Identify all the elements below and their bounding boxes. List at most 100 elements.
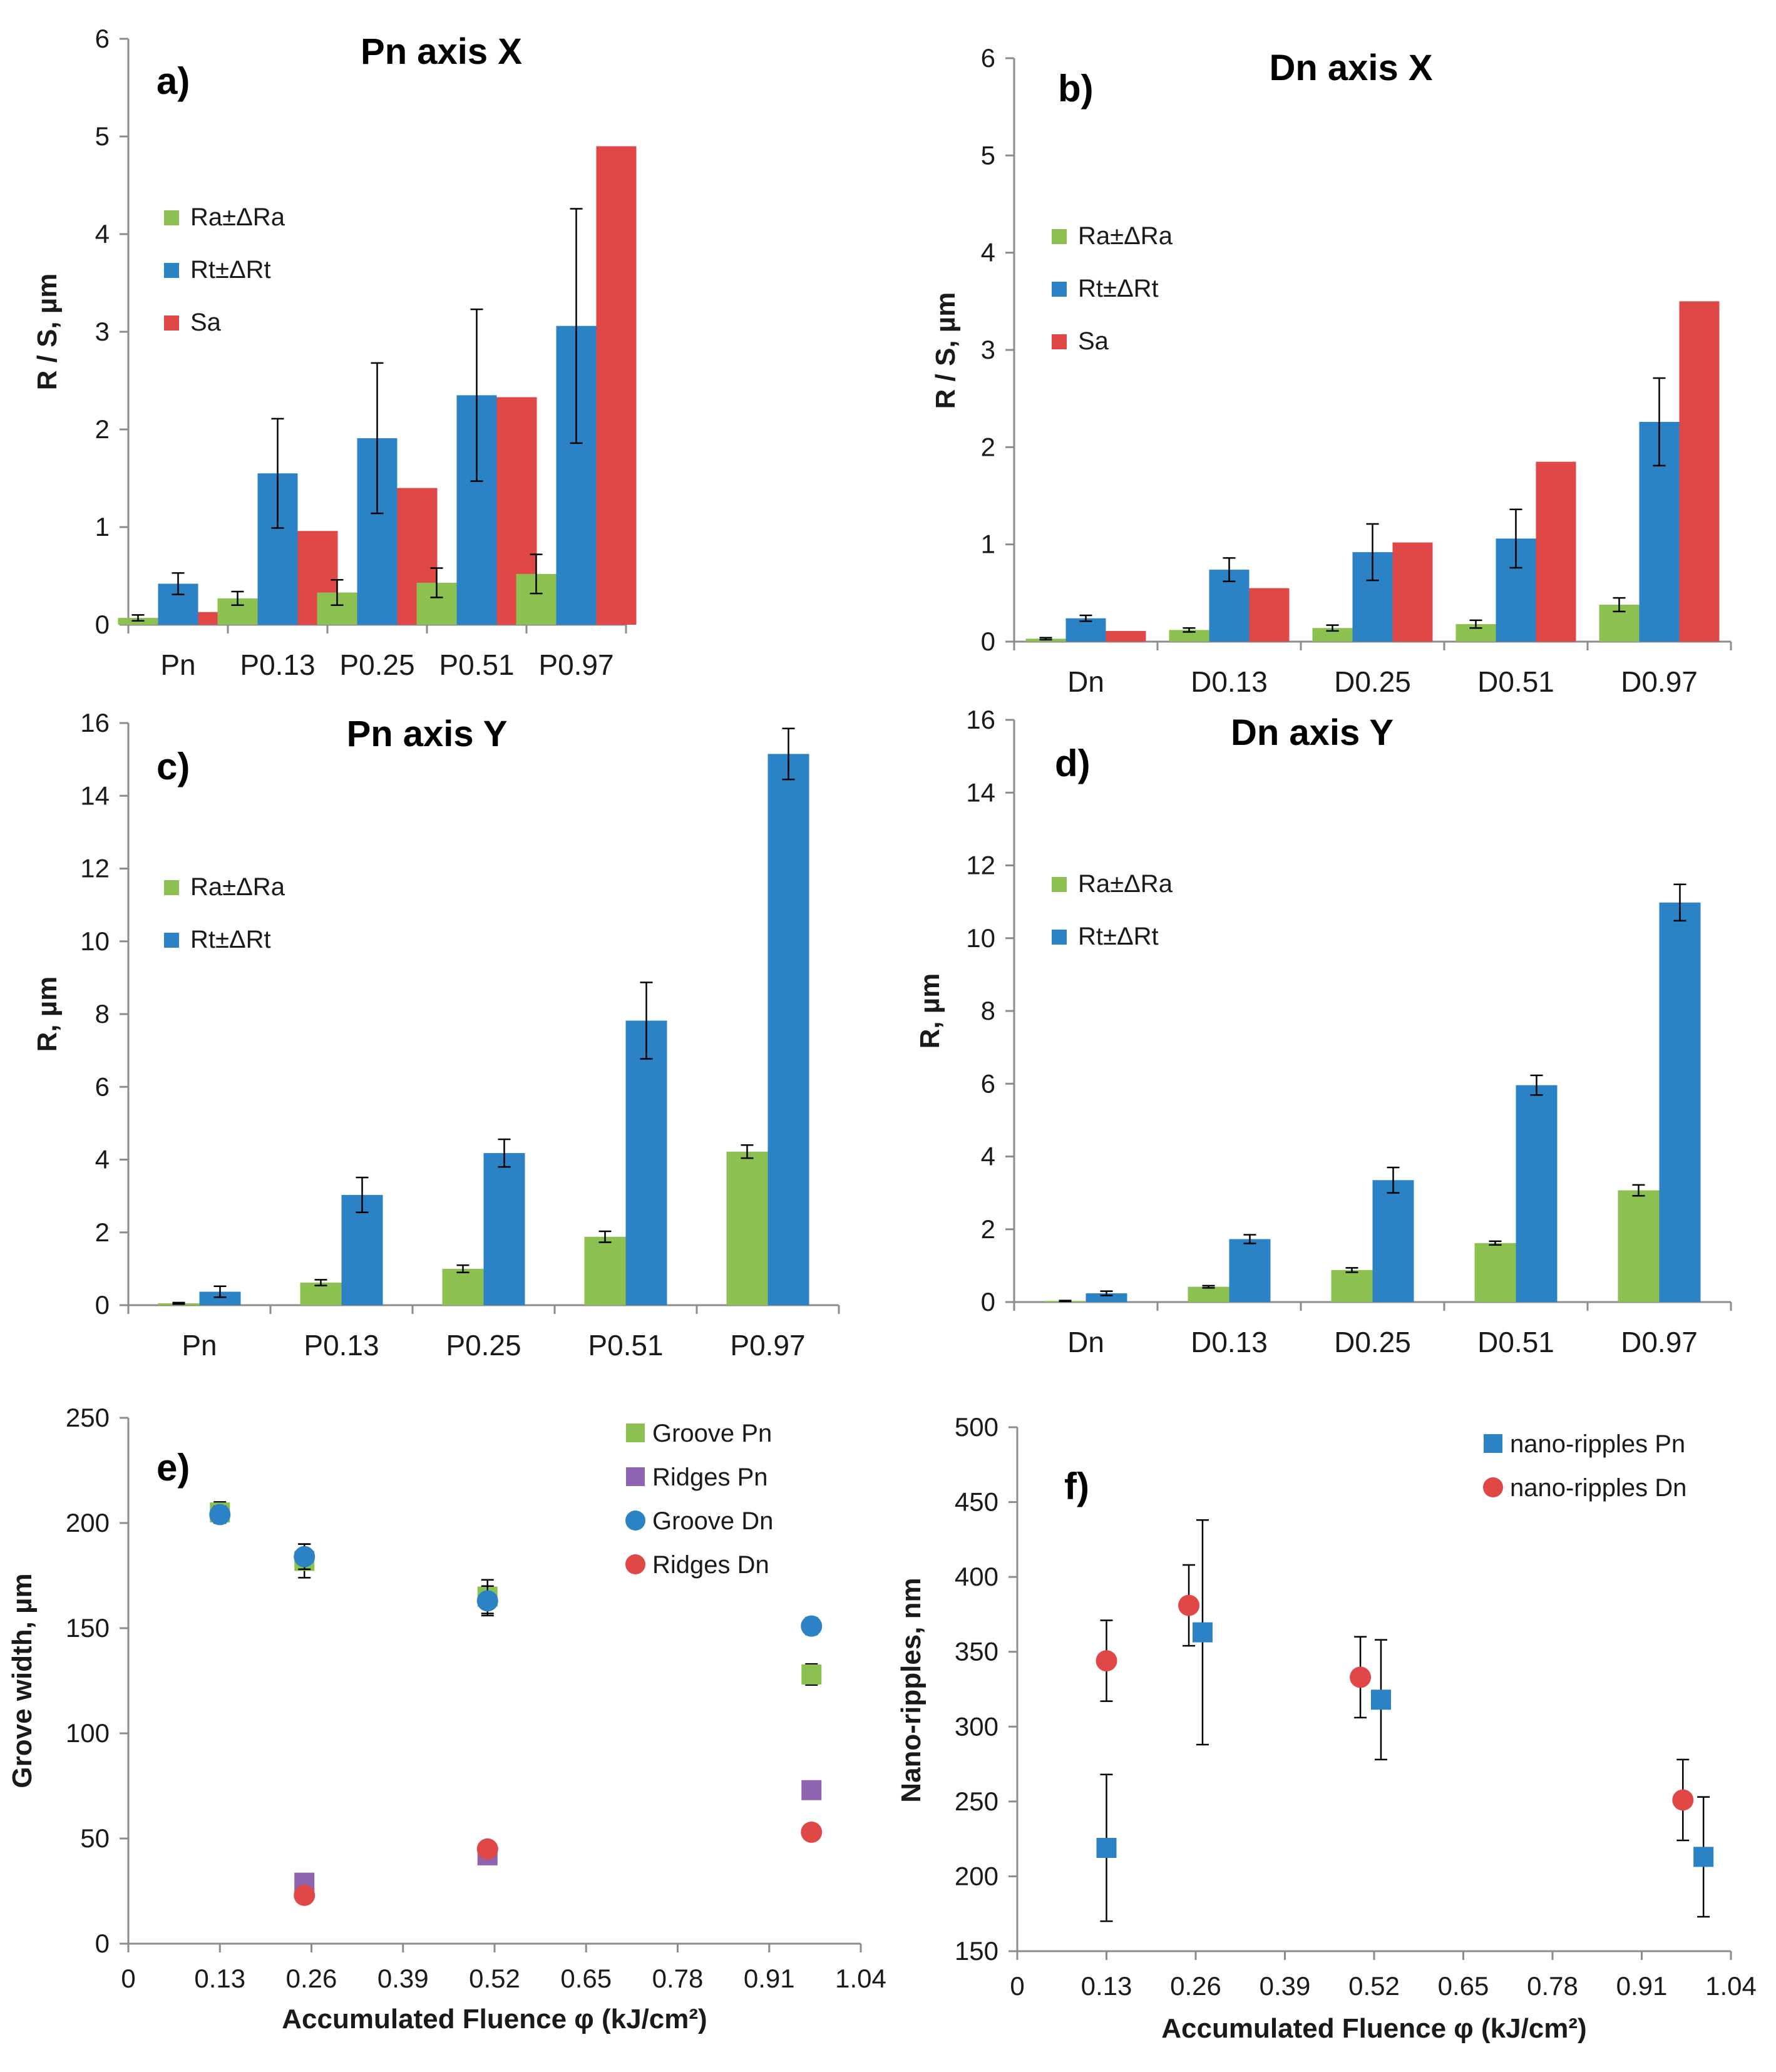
x-category-label: Dn <box>1067 665 1104 698</box>
legend-entry: Ridges Dn <box>652 1551 769 1579</box>
y-tick-label: 10 <box>80 926 110 956</box>
x-tick-label: 0.65 <box>1438 1971 1489 2001</box>
panel-label: d) <box>1055 742 1091 784</box>
y-tick-label: 4 <box>95 1145 110 1174</box>
x-category-label: Pn <box>182 1329 217 1362</box>
y-tick-label: 3 <box>95 317 110 346</box>
y-tick-label: 3 <box>981 335 995 364</box>
y-tick-label: 4 <box>95 219 110 249</box>
legend-swatch <box>164 210 179 225</box>
point-nanoripplesdn <box>1672 1789 1694 1811</box>
legend-swatch <box>1052 930 1067 945</box>
legend-swatch <box>164 315 179 331</box>
y-tick-label: 2 <box>981 1214 995 1244</box>
x-category-label: P0.25 <box>446 1329 521 1362</box>
y-tick-label: 5 <box>95 121 110 151</box>
y-tick-label: 450 <box>955 1487 998 1517</box>
y-tick-label: 300 <box>955 1711 998 1741</box>
x-category-label: P0.97 <box>538 649 613 681</box>
x-tick-label: 0.13 <box>194 1964 245 1993</box>
legend-swatch <box>1052 229 1067 244</box>
y-tick-label: 0 <box>981 1287 995 1316</box>
bar-sa <box>1249 588 1290 642</box>
bar-sa <box>596 146 637 625</box>
legend-swatch <box>1484 1434 1502 1453</box>
y-tick-label: 0 <box>95 610 110 639</box>
y-tick-label: 14 <box>966 777 995 807</box>
bar-sa <box>1106 630 1146 642</box>
y-tick-label: 200 <box>66 1508 110 1537</box>
bar-rtrt <box>483 1153 525 1305</box>
legend-swatch <box>626 1423 645 1442</box>
y-tick-label: 14 <box>80 781 110 810</box>
y-tick-label: 8 <box>95 999 110 1028</box>
point-groovedn <box>801 1615 823 1637</box>
y-tick-label: 400 <box>955 1562 998 1591</box>
chart-title: Dn axis X <box>1269 48 1432 88</box>
x-category-label: D0.97 <box>1621 665 1698 698</box>
chart-title: Dn axis Y <box>1231 712 1394 753</box>
x-category-label: P0.97 <box>730 1329 805 1362</box>
x-axis-label: Accumulated Fluence φ (kJ/cm²) <box>1161 2013 1586 2044</box>
y-tick-label: 0 <box>95 1929 110 1958</box>
bar-rtrt <box>1372 1180 1414 1302</box>
legend-swatch <box>626 1467 645 1486</box>
point-ridgesdn <box>476 1838 498 1860</box>
bar-rara <box>1618 1190 1660 1302</box>
x-category-label: D0.13 <box>1191 1326 1268 1358</box>
point-nanoripplespn <box>1096 1837 1117 1858</box>
x-tick-label: 1.04 <box>835 1964 886 1993</box>
point-groovepn <box>801 1664 822 1685</box>
y-tick-label: 200 <box>955 1861 998 1890</box>
legend-entry: Rt±ΔRt <box>190 256 271 284</box>
y-tick-label: 12 <box>966 851 995 880</box>
x-category-label: D0.25 <box>1334 665 1411 698</box>
y-tick-label: 12 <box>80 854 110 883</box>
x-axis-label: Accumulated Fluence φ (kJ/cm²) <box>282 2004 707 2034</box>
chart-panel-4: 0 2 4 6 8 10 12 14 16 R, µm d) Dn axis Y Dn D0.13 D0.2… <box>915 705 1732 1358</box>
bar-rara <box>726 1151 768 1305</box>
x-tick-label: 0.26 <box>286 1964 337 1993</box>
y-axis-label: R / S, µm <box>32 274 63 391</box>
bar-sa <box>1536 461 1576 642</box>
bar-rtrt <box>1229 1239 1271 1302</box>
point-nanoripplespn <box>1192 1622 1213 1643</box>
y-tick-label: 50 <box>80 1823 110 1853</box>
chart-panel-6: 150 200 250 300 350 400 450 500 Nano-ripples, nm… <box>896 1412 1757 2044</box>
y-tick-label: 16 <box>80 708 110 737</box>
bar-sa <box>1679 301 1720 642</box>
y-tick-label: 6 <box>95 24 110 53</box>
point-groovedn <box>209 1504 231 1526</box>
y-tick-label: 0 <box>95 1290 110 1320</box>
legend-entry: Ra±ΔRa <box>1078 222 1173 250</box>
y-axis-label: R, µm <box>915 973 945 1049</box>
legend-entry: Ra±ΔRa <box>190 203 285 231</box>
y-tick-label: 2 <box>981 432 995 461</box>
x-category-label: Pn <box>160 649 195 681</box>
y-tick-label: 250 <box>66 1403 110 1432</box>
x-category-label: P0.25 <box>339 649 414 681</box>
legend-entry: Groove Dn <box>652 1507 773 1535</box>
legend-entry: Rt±ΔRt <box>1078 275 1159 302</box>
y-tick-label: 5 <box>981 140 995 170</box>
legend-swatch <box>625 1510 645 1531</box>
x-tick-label: 0.91 <box>1616 1971 1668 2001</box>
y-axis-label: Nano-ripples, nm <box>896 1577 926 1802</box>
bar-rara <box>1474 1243 1516 1302</box>
legend-entry: Rt±ΔRt <box>190 926 271 953</box>
bar-rtrt <box>199 1291 241 1305</box>
y-tick-label: 0 <box>981 627 995 656</box>
legend-swatch <box>164 263 179 278</box>
legend-entry: Sa <box>1078 327 1109 355</box>
legend-swatch <box>1052 334 1067 349</box>
y-tick-label: 2 <box>95 1218 110 1247</box>
y-axis-label: R, µm <box>32 977 63 1052</box>
y-tick-label: 8 <box>981 996 995 1025</box>
x-tick-label: 0.78 <box>1527 1971 1578 2001</box>
x-tick-label: 0.39 <box>377 1964 429 1993</box>
point-ridgesdn <box>801 1821 823 1843</box>
legend-entry: Sa <box>190 309 222 336</box>
bar-rara <box>300 1282 342 1305</box>
x-category-label: D0.25 <box>1334 1326 1411 1358</box>
